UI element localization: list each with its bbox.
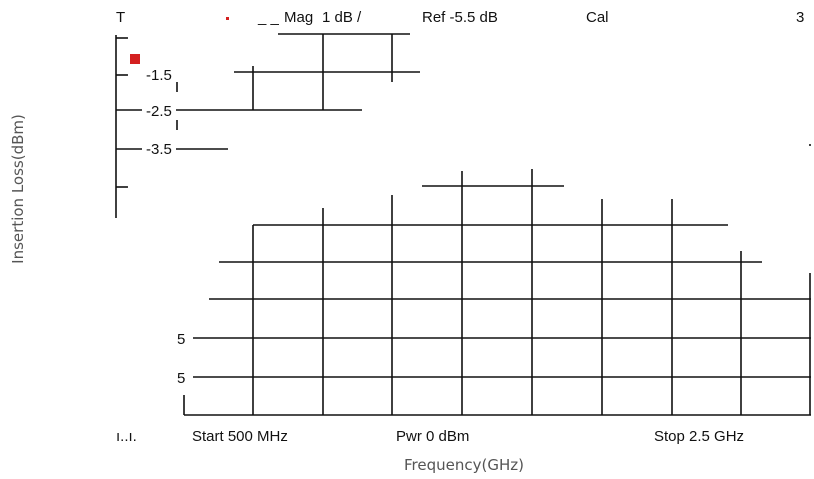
stop-label: Stop 2.5 GHz (654, 428, 744, 445)
y-tick-label-2: -2.5 (146, 103, 172, 120)
y-tick-label-1: -1.5 (146, 67, 172, 84)
channel-label-icon: ı..ı. (116, 428, 137, 445)
trace-color-indicator (226, 17, 229, 20)
lower-grid (183, 169, 811, 416)
x-axis-title: Frequency(GHz) (404, 456, 524, 474)
y-axis-title: Insertion Loss(dBm) (9, 114, 27, 264)
scale-label: 1 dB / (322, 9, 362, 26)
ref-label: Ref -5.5 dB (422, 9, 498, 26)
reference-marker-icon (130, 54, 140, 64)
header-dash-icon: _ _ (257, 9, 280, 26)
cal-label: Cal (586, 9, 609, 26)
y-tick-label-5: 5 (177, 370, 185, 387)
power-label: Pwr 0 dBm (396, 428, 469, 445)
marker-count-label: 3 (796, 9, 804, 26)
format-label: Mag (284, 9, 313, 26)
trace-label: T (116, 9, 125, 26)
y-tick-label-3: -3.5 (146, 141, 172, 158)
start-label: Start 500 MHz (192, 428, 288, 445)
y-tick-label-4: 5 (177, 331, 185, 348)
